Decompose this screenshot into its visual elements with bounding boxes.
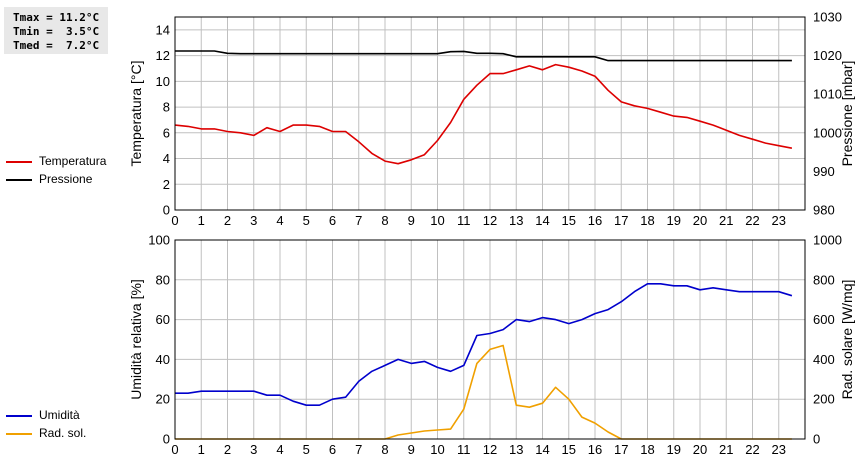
x-tick-label: 14 <box>535 213 549 228</box>
y-tick-label-right: 980 <box>813 203 835 218</box>
x-tick-label: 18 <box>640 213 654 228</box>
y-tick-label-left: 0 <box>163 432 170 447</box>
x-tick-label: 1 <box>198 213 205 228</box>
x-tick-label: 12 <box>483 213 497 228</box>
x-tick-label: 6 <box>329 213 336 228</box>
y-tick-label-left: 60 <box>156 312 170 327</box>
tmed-label: Tmed = 7.2°C <box>13 39 100 52</box>
x-tick-label: 11 <box>457 213 471 228</box>
x-tick-label: 23 <box>772 442 786 457</box>
y-axis-title-left: Temperatura [°C] <box>128 61 144 167</box>
plot-frame <box>174 239 806 440</box>
y-tick-label-right: 200 <box>813 392 835 407</box>
y-tick-label-right: 1010 <box>813 87 842 102</box>
y-tick-label-left: 20 <box>156 392 170 407</box>
x-tick-label: 5 <box>303 442 310 457</box>
tmax-label: Tmax = 11.2°C <box>13 11 100 24</box>
x-tick-label: 23 <box>772 213 786 228</box>
x-tick-label: 17 <box>614 213 628 228</box>
legend-label-pressione: Pressione <box>39 172 93 186</box>
y-tick-label-left: 2 <box>163 177 170 192</box>
y-axis-title-left: Umidità relativa [%] <box>128 279 144 400</box>
x-tick-label: 19 <box>667 442 681 457</box>
x-tick-label: 15 <box>562 213 576 228</box>
y-tick-label-right: 1000 <box>813 233 842 248</box>
y-tick-label-left: 40 <box>156 352 170 367</box>
x-tick-label: 21 <box>719 213 733 228</box>
y-tick-label-right: 0 <box>813 432 820 447</box>
x-tick-label: 8 <box>381 442 388 457</box>
series-line-temperatura <box>174 63 793 165</box>
x-tick-label: 4 <box>276 213 283 228</box>
y-tick-label-left: 4 <box>163 151 170 166</box>
x-tick-label: 16 <box>588 213 602 228</box>
x-tick-label: 12 <box>483 442 497 457</box>
x-tick-label: 8 <box>381 213 388 228</box>
y-tick-label-right: 990 <box>813 164 835 179</box>
y-tick-label-left: 12 <box>156 48 170 63</box>
x-tick-label: 22 <box>745 213 759 228</box>
y-tick-label-right: 600 <box>813 312 835 327</box>
x-tick-label: 7 <box>355 213 362 228</box>
x-tick-label: 19 <box>667 213 681 228</box>
legend-label-temperatura: Temperatura <box>39 154 107 168</box>
x-tick-label: 0 <box>171 213 178 228</box>
y-axis-title-right: Pressione [mbar] <box>839 61 855 167</box>
x-tick-label: 7 <box>355 442 362 457</box>
series-line-umidit <box>175 282 793 407</box>
legend-label-rad-sol: Rad. sol. <box>39 426 87 440</box>
legend-swatch-umidita <box>6 415 32 417</box>
x-tick-label: 13 <box>509 213 523 228</box>
x-tick-label: 5 <box>303 213 310 228</box>
legend-swatch-pressione <box>6 179 32 181</box>
legend-swatch-temperatura <box>6 161 32 163</box>
series-line-pressione <box>175 50 792 62</box>
x-tick-label: 20 <box>693 213 707 228</box>
y-tick-label-left: 14 <box>156 22 170 37</box>
y-tick-label-left: 80 <box>156 272 170 287</box>
y-axis-title-right: Rad. solare [W/mq] <box>839 280 855 400</box>
x-tick-label: 17 <box>614 442 628 457</box>
x-tick-label: 10 <box>430 442 444 457</box>
y-tick-label-right: 400 <box>813 352 835 367</box>
x-tick-label: 18 <box>640 442 654 457</box>
x-tick-label: 0 <box>171 442 178 457</box>
x-tick-label: 16 <box>588 442 602 457</box>
plot-frame <box>174 16 806 211</box>
x-tick-label: 2 <box>224 442 231 457</box>
y-tick-label-left: 6 <box>163 125 170 140</box>
y-tick-label-right: 1030 <box>813 10 842 25</box>
x-tick-label: 3 <box>250 442 257 457</box>
x-tick-label: 20 <box>693 442 707 457</box>
y-tick-label-right: 1000 <box>813 125 842 140</box>
x-tick-label: 4 <box>276 442 283 457</box>
tmin-label: Tmin = 3.5°C <box>13 25 100 38</box>
x-tick-label: 13 <box>509 442 523 457</box>
x-tick-label: 11 <box>457 442 471 457</box>
x-tick-label: 3 <box>250 213 257 228</box>
stats-box: Tmax = 11.2°C Tmin = 3.5°C Tmed = 7.2°C <box>4 7 108 54</box>
y-tick-label-left: 10 <box>156 74 170 89</box>
x-tick-label: 14 <box>535 442 549 457</box>
y-tick-label-left: 8 <box>163 100 170 115</box>
legend-label-umidita: Umidità <box>39 408 80 422</box>
legend-swatch-rad-sol <box>6 433 32 435</box>
x-tick-label: 10 <box>430 213 444 228</box>
x-tick-label: 15 <box>562 442 576 457</box>
x-tick-label: 21 <box>719 442 733 457</box>
x-tick-label: 22 <box>745 442 759 457</box>
x-tick-label: 1 <box>198 442 205 457</box>
y-tick-label-right: 1020 <box>813 48 842 63</box>
x-tick-label: 6 <box>329 442 336 457</box>
x-tick-label: 9 <box>408 213 415 228</box>
y-tick-label-left: 0 <box>163 203 170 218</box>
y-tick-label-left: 100 <box>148 233 170 248</box>
x-tick-label: 9 <box>408 442 415 457</box>
x-tick-label: 2 <box>224 213 231 228</box>
y-tick-label-right: 800 <box>813 272 835 287</box>
